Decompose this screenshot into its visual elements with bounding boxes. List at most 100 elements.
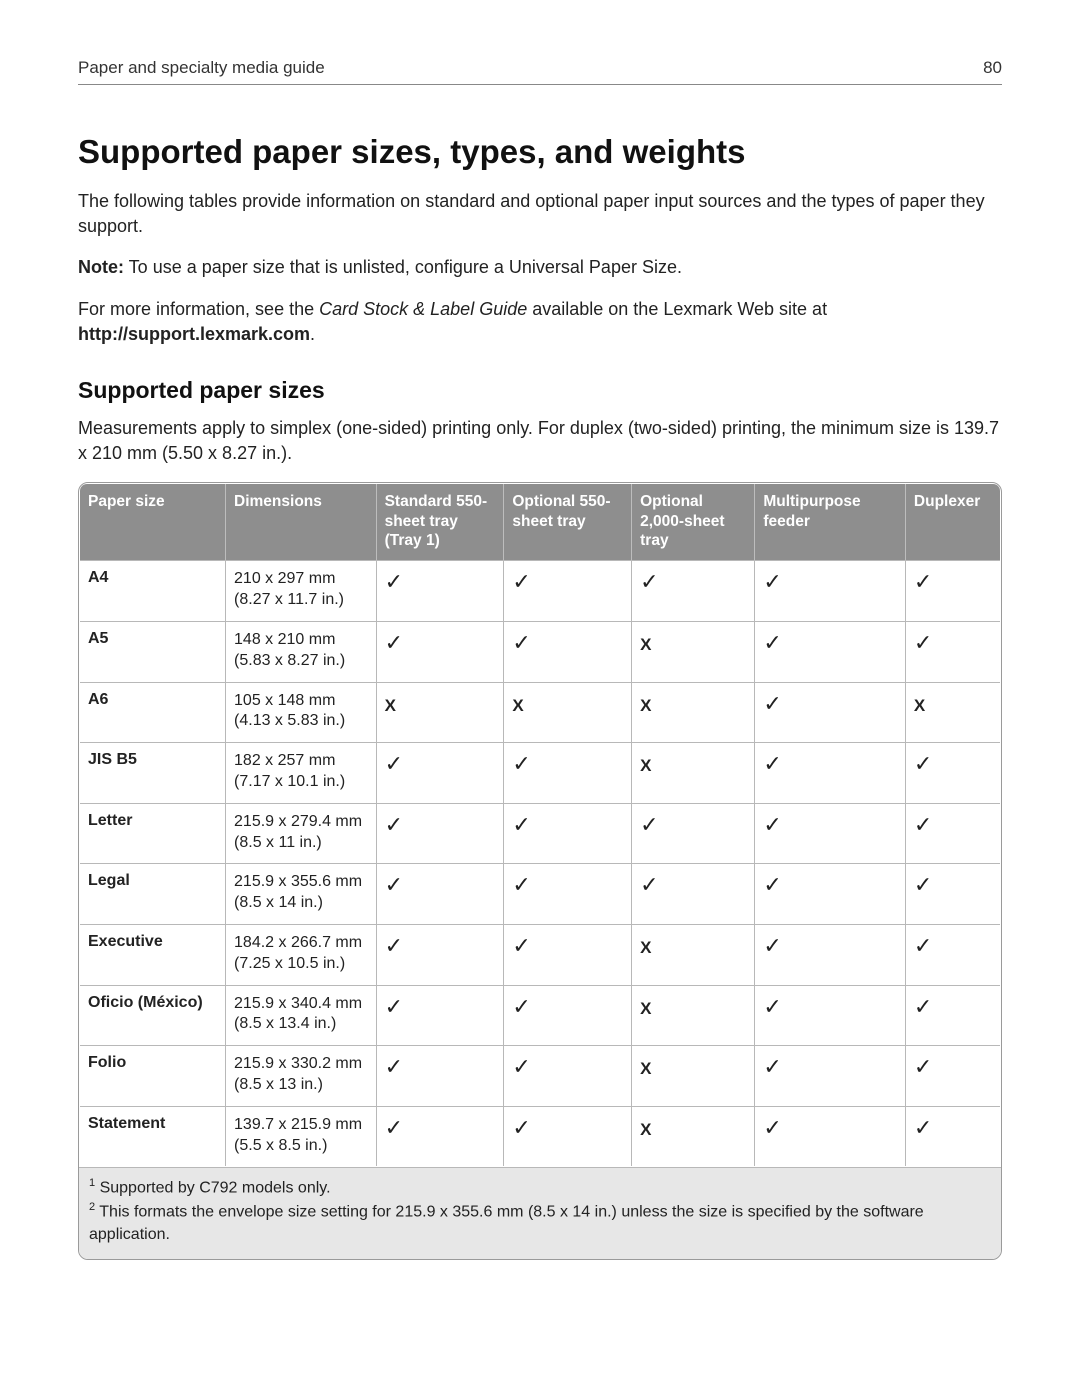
col-mp-feeder: Multipurpose feeder (755, 484, 906, 561)
cell-paper-size: Folio (80, 1046, 226, 1107)
check-icon: ✓ (755, 561, 906, 622)
cell-paper-size: A6 (80, 682, 226, 743)
cell-dimensions: 215.9 x 340.4 mm(8.5 x 13.4 in.) (226, 985, 377, 1046)
check-icon: ✓ (755, 622, 906, 683)
section-intro: Measurements apply to simplex (one-sided… (78, 416, 1002, 466)
check-icon: ✓ (905, 1106, 1000, 1167)
cell-paper-size: Letter (80, 803, 226, 864)
table-row: Statement139.7 x 215.9 mm(5.5 x 8.5 in.)… (80, 1106, 1001, 1167)
table-row: A6105 x 148 mm(4.13 x 5.83 in.)XXX✓X (80, 682, 1001, 743)
table-row: Executive184.2 x 266.7 mm(7.25 x 10.5 in… (80, 925, 1001, 986)
col-opt-550: Optional 550-sheet tray (504, 484, 632, 561)
cell-dimensions: 215.9 x 355.6 mm(8.5 x 14 in.) (226, 864, 377, 925)
page-title: Supported paper sizes, types, and weight… (78, 133, 1002, 171)
cell-paper-size: A4 (80, 561, 226, 622)
check-icon: ✓ (376, 864, 504, 925)
paper-size-table-wrap: Paper size Dimensions Standard 550-sheet… (78, 482, 1002, 1259)
x-icon: X (632, 925, 755, 986)
section-name: Paper and specialty media guide (78, 58, 325, 78)
check-icon: ✓ (755, 864, 906, 925)
check-icon: ✓ (905, 925, 1000, 986)
table-row: A4210 x 297 mm(8.27 x 11.7 in.)✓✓✓✓✓ (80, 561, 1001, 622)
table-row: Folio215.9 x 330.2 mm(8.5 x 13 in.)✓✓X✓✓ (80, 1046, 1001, 1107)
cell-dimensions: 182 x 257 mm(7.17 x 10.1 in.) (226, 743, 377, 804)
check-icon: ✓ (755, 682, 906, 743)
table-body: A4210 x 297 mm(8.27 x 11.7 in.)✓✓✓✓✓A514… (80, 561, 1001, 1167)
section-heading: Supported paper sizes (78, 377, 1002, 404)
check-icon: ✓ (504, 925, 632, 986)
table-row: Letter215.9 x 279.4 mm(8.5 x 11 in.)✓✓✓✓… (80, 803, 1001, 864)
check-icon: ✓ (376, 925, 504, 986)
more-info-url: http://support.lexmark.com (78, 324, 310, 344)
check-icon: ✓ (376, 743, 504, 804)
page-number: 80 (983, 58, 1002, 78)
check-icon: ✓ (632, 864, 755, 925)
note-paragraph: Note: To use a paper size that is unlist… (78, 255, 1002, 280)
more-info-suffix: available on the Lexmark Web site at (527, 299, 827, 319)
cell-paper-size: A5 (80, 622, 226, 683)
check-icon: ✓ (755, 1046, 906, 1107)
cell-dimensions: 215.9 x 279.4 mm(8.5 x 11 in.) (226, 803, 377, 864)
check-icon: ✓ (632, 561, 755, 622)
cell-paper-size: Statement (80, 1106, 226, 1167)
table-row: JIS B5182 x 257 mm(7.17 x 10.1 in.)✓✓X✓✓ (80, 743, 1001, 804)
table-header: Paper size Dimensions Standard 550-sheet… (80, 484, 1001, 561)
check-icon: ✓ (905, 985, 1000, 1046)
cell-paper-size: JIS B5 (80, 743, 226, 804)
table-footnotes: 1 Supported by C792 models only. 2 This … (79, 1167, 1001, 1258)
check-icon: ✓ (905, 561, 1000, 622)
check-icon: ✓ (504, 985, 632, 1046)
footnote-2: 2 This formats the envelope size setting… (89, 1200, 991, 1247)
col-paper-size: Paper size (80, 484, 226, 561)
check-icon: ✓ (376, 622, 504, 683)
table-row: A5148 x 210 mm(5.83 x 8.27 in.)✓✓X✓✓ (80, 622, 1001, 683)
check-icon: ✓ (504, 803, 632, 864)
col-duplexer: Duplexer (905, 484, 1000, 561)
check-icon: ✓ (905, 864, 1000, 925)
more-info-paragraph: For more information, see the Card Stock… (78, 297, 1002, 347)
check-icon: ✓ (504, 1106, 632, 1167)
paper-size-table: Paper size Dimensions Standard 550-sheet… (79, 483, 1001, 1167)
check-icon: ✓ (905, 803, 1000, 864)
check-icon: ✓ (632, 803, 755, 864)
x-icon: X (376, 682, 504, 743)
x-icon: X (632, 1046, 755, 1107)
check-icon: ✓ (755, 803, 906, 864)
check-icon: ✓ (905, 1046, 1000, 1107)
footnote-1: 1 Supported by C792 models only. (89, 1176, 991, 1200)
cell-dimensions: 215.9 x 330.2 mm(8.5 x 13 in.) (226, 1046, 377, 1107)
running-header: Paper and specialty media guide 80 (78, 58, 1002, 85)
note-label: Note: (78, 257, 124, 277)
cell-dimensions: 184.2 x 266.7 mm(7.25 x 10.5 in.) (226, 925, 377, 986)
footnote-2-text: This formats the envelope size setting f… (89, 1203, 924, 1243)
x-icon: X (632, 1106, 755, 1167)
col-std-tray: Standard 550-sheet tray (Tray 1) (376, 484, 504, 561)
more-info-period: . (310, 324, 315, 344)
page-container: Paper and specialty media guide 80 Suppo… (0, 0, 1080, 1300)
col-dimensions: Dimensions (226, 484, 377, 561)
cell-paper-size: Oficio (México) (80, 985, 226, 1046)
x-icon: X (632, 985, 755, 1046)
check-icon: ✓ (504, 1046, 632, 1107)
check-icon: ✓ (755, 925, 906, 986)
check-icon: ✓ (504, 622, 632, 683)
table-row: Legal215.9 x 355.6 mm(8.5 x 14 in.)✓✓✓✓✓ (80, 864, 1001, 925)
check-icon: ✓ (376, 803, 504, 864)
check-icon: ✓ (504, 864, 632, 925)
check-icon: ✓ (755, 743, 906, 804)
cell-paper-size: Executive (80, 925, 226, 986)
check-icon: ✓ (504, 743, 632, 804)
check-icon: ✓ (504, 561, 632, 622)
check-icon: ✓ (376, 1106, 504, 1167)
x-icon: X (905, 682, 1000, 743)
check-icon: ✓ (905, 622, 1000, 683)
table-row: Oficio (México)215.9 x 340.4 mm(8.5 x 13… (80, 985, 1001, 1046)
cell-dimensions: 210 x 297 mm(8.27 x 11.7 in.) (226, 561, 377, 622)
note-text: To use a paper size that is unlisted, co… (124, 257, 682, 277)
x-icon: X (632, 622, 755, 683)
x-icon: X (504, 682, 632, 743)
footnote-1-text: Supported by C792 models only. (95, 1180, 330, 1197)
check-icon: ✓ (376, 561, 504, 622)
cell-dimensions: 148 x 210 mm(5.83 x 8.27 in.) (226, 622, 377, 683)
more-info-prefix: For more information, see the (78, 299, 319, 319)
